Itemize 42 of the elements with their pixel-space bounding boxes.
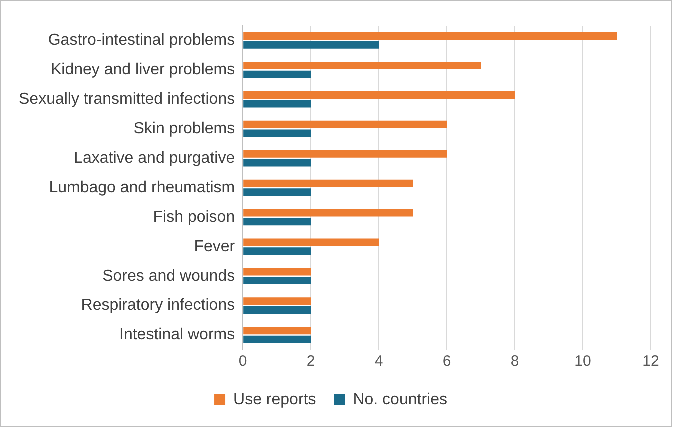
y-tick-label: Lumbago and rheumatism [49,179,236,196]
bar [244,120,448,128]
y-tick-label: Fever [194,238,236,256]
bar [244,130,312,138]
y-tick-label: Skin problems [134,120,236,138]
bar [244,268,312,276]
y-tick-label: Intestinal worms [120,326,236,344]
y-tick-label: Sexually transmitted infections [18,91,236,108]
bar [244,41,380,49]
bar [244,70,312,78]
y-tick-label: Gastro-intestinal problems [48,32,236,50]
bar [244,298,312,306]
bar [244,336,312,344]
y-tick-label: Sores and wounds [102,268,236,285]
x-tick-label: 2 [306,353,316,370]
bar [244,238,380,246]
bar [244,32,618,40]
bar [244,100,312,108]
x-tick-label: 12 [642,353,660,370]
bar [244,159,312,167]
bar [244,180,414,188]
y-tick-label: Kidney and liver problems [51,62,236,79]
bar [244,209,414,217]
legend-label: No. countries [353,391,448,408]
x-tick-label: 4 [374,353,384,370]
y-tick-label: Laxative and purgative [74,150,236,167]
bar [244,150,448,158]
bar [244,62,482,70]
bar [244,218,312,226]
bar [244,327,312,335]
x-tick-label: 8 [510,353,520,370]
bar [244,188,312,196]
bar [244,306,312,314]
x-tick-label: 0 [238,353,248,370]
legend-label: Use reports [234,391,316,408]
x-tick-label: 6 [442,353,452,370]
y-tick-label: Fish poison [153,208,236,226]
x-tick-label: 10 [574,353,592,370]
bar [244,248,312,256]
bar [244,277,312,285]
y-tick-label: Respiratory infections [81,297,236,314]
bar [244,91,516,99]
